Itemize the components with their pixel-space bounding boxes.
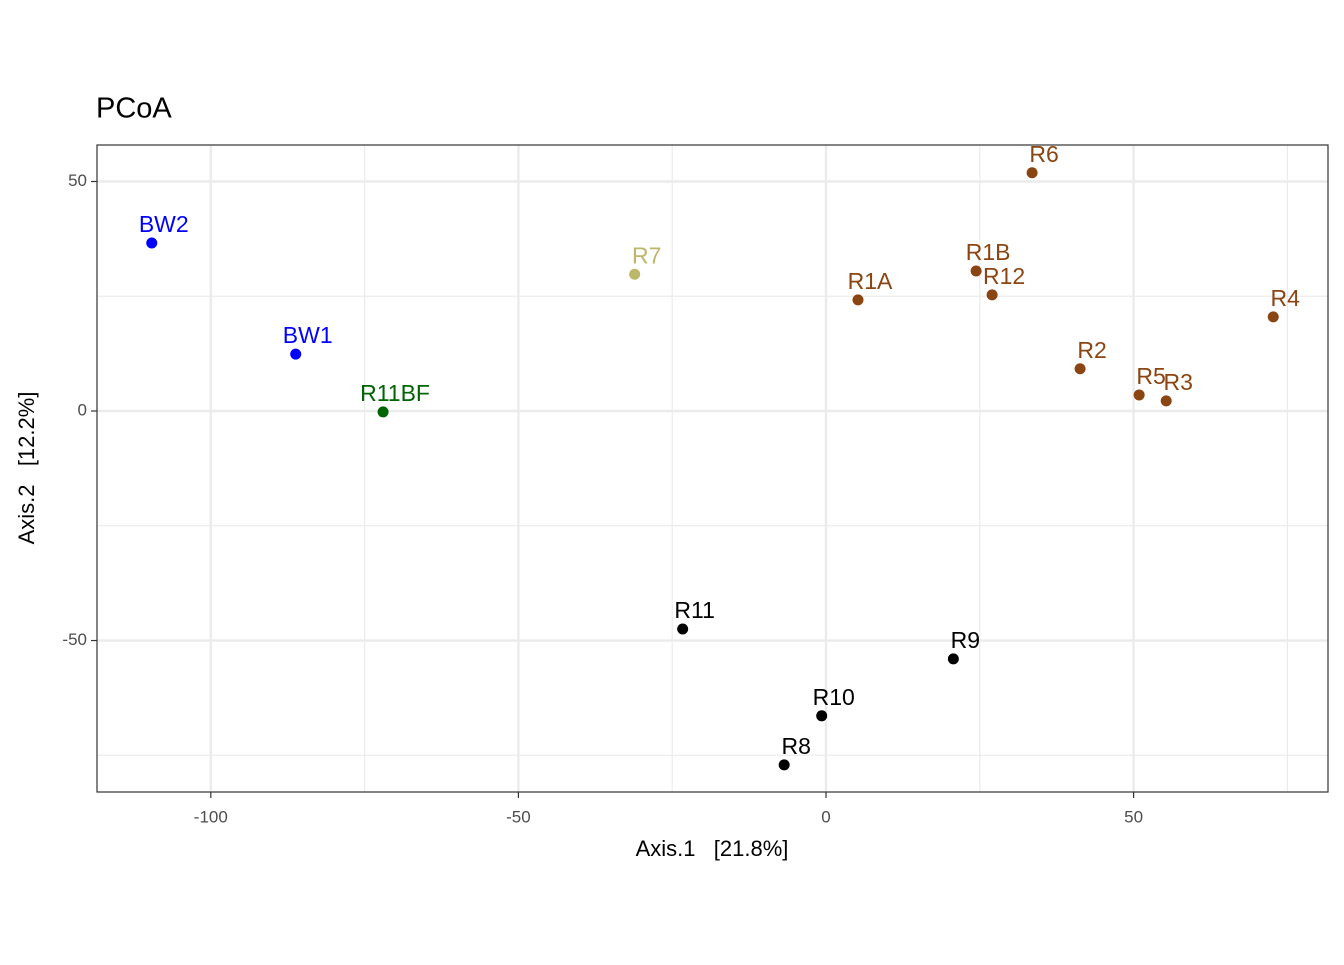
point <box>290 348 302 360</box>
point-label: R10 <box>813 684 855 710</box>
point <box>947 653 959 665</box>
point-label: R3 <box>1164 369 1193 395</box>
point-label: R11 <box>674 597 715 623</box>
point-label: R9 <box>951 627 980 653</box>
x-tick-label: -100 <box>194 807 228 826</box>
y-tick-label: 0 <box>78 400 87 419</box>
point-label: R5 <box>1136 363 1165 389</box>
point <box>1267 311 1279 323</box>
y-tick-label: 50 <box>68 171 87 190</box>
x-axis-title: Axis.1 [21.8%] <box>636 836 789 861</box>
plot-background <box>97 145 1328 792</box>
point <box>1026 167 1038 179</box>
point <box>1133 389 1145 401</box>
point <box>677 623 689 635</box>
point-label: R12 <box>983 263 1025 289</box>
plot-border <box>96 144 1329 793</box>
point-label: R8 <box>781 733 810 759</box>
y-tick-label: -50 <box>62 630 87 649</box>
x-tick-label: 50 <box>1124 807 1143 826</box>
point-label: BW1 <box>283 322 333 348</box>
point-label: R1B <box>966 239 1011 265</box>
point <box>377 406 389 418</box>
point-label: R2 <box>1077 337 1106 363</box>
point-label: BW2 <box>139 211 189 237</box>
point-label: R1A <box>848 268 893 294</box>
point <box>778 759 790 771</box>
point <box>146 237 158 249</box>
point-label: R7 <box>632 242 661 268</box>
x-tick-label: 0 <box>821 807 830 826</box>
point <box>816 710 828 722</box>
point <box>986 289 998 301</box>
point <box>852 294 864 306</box>
point <box>1160 395 1172 407</box>
point-label: R11BF <box>360 380 430 406</box>
point <box>1074 363 1086 375</box>
point <box>970 265 982 277</box>
point-label: R6 <box>1029 141 1058 167</box>
point <box>629 268 641 280</box>
point-label: R4 <box>1271 285 1301 311</box>
y-axis-title: Axis.2 [12.2%] <box>14 392 39 545</box>
chart-title: PCoA <box>96 93 172 125</box>
x-tick-label: -50 <box>506 807 531 826</box>
